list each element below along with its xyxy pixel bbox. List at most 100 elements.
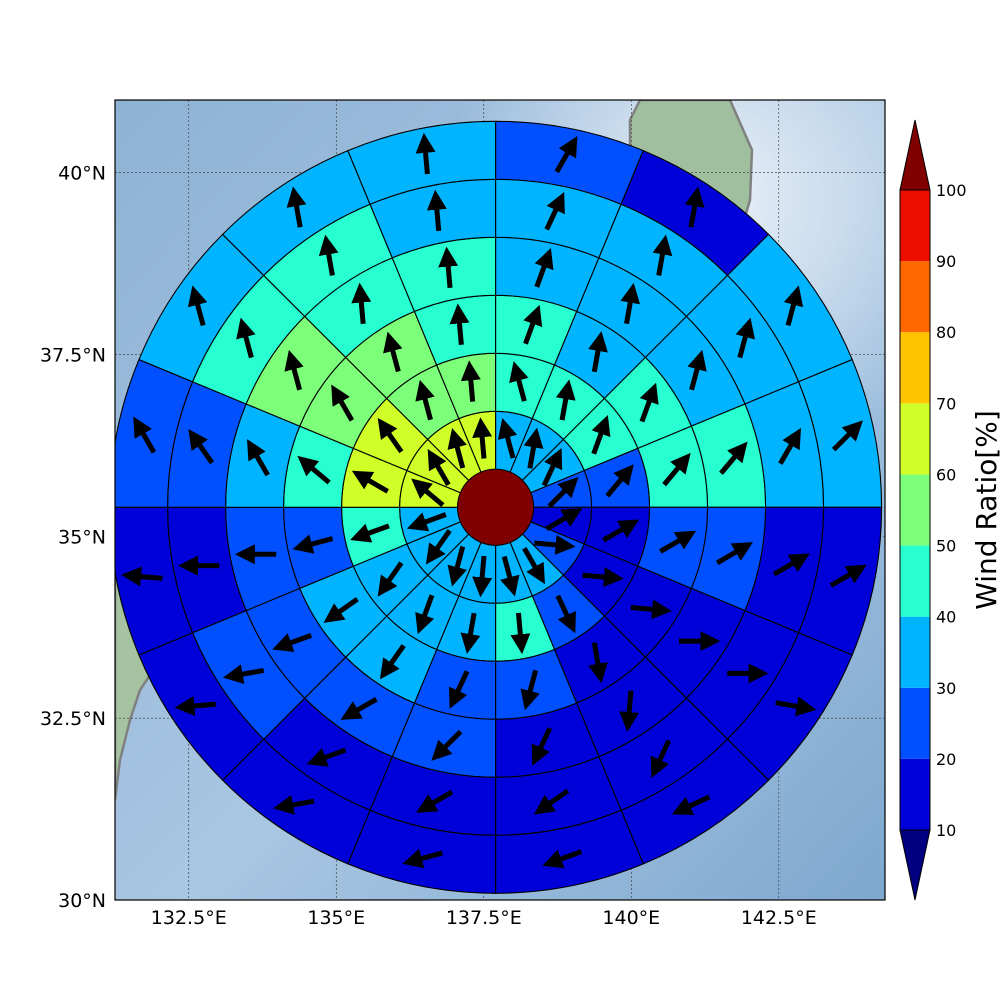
wind-arrow xyxy=(426,189,447,232)
wind-arrow xyxy=(383,331,403,373)
lat-tick-label: 40°N xyxy=(58,163,106,185)
wind-arrow xyxy=(415,379,435,421)
wind-arrow xyxy=(427,448,451,487)
wind-arrow xyxy=(121,566,163,587)
colorbar-segment xyxy=(900,545,930,617)
wind-arrow xyxy=(652,234,673,276)
wind-arrow xyxy=(222,664,265,684)
wind-arrow xyxy=(297,455,331,485)
wind-arrow xyxy=(449,303,470,345)
wind-arrow xyxy=(472,417,493,459)
wind-arrow xyxy=(402,848,443,869)
lon-tick-label: 142.5°E xyxy=(741,907,817,929)
wind-arrow xyxy=(533,788,570,815)
wind-arrow xyxy=(247,439,270,477)
colorbar-label: Wind Ratio[%] xyxy=(970,410,1000,610)
wind-arrow xyxy=(236,317,256,359)
colorbar-tick-label: 10 xyxy=(936,821,956,840)
colorbar-segment xyxy=(900,332,930,404)
wind-arrow xyxy=(650,739,672,778)
wind-arrow xyxy=(687,349,707,391)
wind-arrow xyxy=(531,727,553,766)
colorbar-segment xyxy=(900,474,930,546)
center-marker xyxy=(457,468,535,546)
colorbar-under-arrow xyxy=(899,829,931,901)
colorbar-tick-label: 50 xyxy=(936,537,956,556)
wind-arrow xyxy=(541,447,563,487)
wind-arrow xyxy=(306,747,347,767)
wind-arrow xyxy=(323,597,359,623)
wind-arrow xyxy=(318,234,339,276)
wind-arrow xyxy=(555,594,576,634)
colorbar: 10 20 30 40 50 60 70 80 90 100 Wind Rati… xyxy=(899,119,1000,901)
wind-arrow xyxy=(411,478,445,508)
wind-arrow xyxy=(377,417,404,454)
wind-arrow xyxy=(775,696,817,717)
longitude-ticks: 132.5°E 135°E 137.5°E 140°E 142.5°E xyxy=(151,907,817,929)
wind-arrow xyxy=(340,696,378,720)
wind-arrow xyxy=(416,789,454,813)
wind-arrow xyxy=(350,523,390,543)
wind-arrow xyxy=(284,349,304,391)
colorbar-tick-label: 60 xyxy=(936,465,956,484)
wind-arrow xyxy=(591,414,611,455)
map-panel xyxy=(114,99,886,901)
wind-arrow xyxy=(448,670,470,709)
colorbar-tick-label: 20 xyxy=(936,750,956,769)
wind-arrow xyxy=(659,530,697,554)
wind-arrow xyxy=(415,132,436,175)
lon-tick-label: 140°E xyxy=(602,907,660,929)
wind-arrow xyxy=(509,361,529,402)
wind-arrow xyxy=(619,690,640,732)
wind-arrow xyxy=(542,849,583,869)
wind-arrow xyxy=(555,379,576,421)
wind-arrow xyxy=(829,564,867,588)
wind-arrow xyxy=(500,555,520,597)
wind-arrow xyxy=(605,464,634,498)
wind-arrow xyxy=(778,427,802,465)
wind-arrow xyxy=(588,331,608,373)
colorbar-tick-label: 100 xyxy=(936,181,967,200)
wind-arrow xyxy=(630,599,672,620)
colorbar-segment xyxy=(900,758,930,830)
wind-arrow xyxy=(415,594,435,635)
wind-arrow xyxy=(523,427,544,469)
wind-arrow xyxy=(520,669,540,711)
wind-arrow xyxy=(292,534,334,554)
colorbar-ticks: 10 20 30 40 50 60 70 80 90 100 xyxy=(936,181,967,840)
wind-arrow xyxy=(715,542,754,565)
wind-arrow xyxy=(379,644,406,680)
wind-arrow xyxy=(497,418,518,459)
colorbar-segments xyxy=(899,189,931,831)
wind-arrow xyxy=(684,186,705,228)
wind-arrow xyxy=(620,282,641,325)
wind-arrow xyxy=(544,191,565,231)
colorbar-tick-label: 90 xyxy=(936,252,956,271)
lat-tick-label: 37.5°N xyxy=(40,345,106,367)
wind-arrow xyxy=(772,553,810,577)
wind-arrow xyxy=(554,136,578,174)
latitude-ticks: 30°N 32.5°N 35°N 37.5°N 40°N xyxy=(40,163,106,912)
map-frame xyxy=(114,99,886,901)
wind-arrow xyxy=(272,633,313,653)
colorbar-tick-label: 30 xyxy=(936,679,956,698)
lon-tick-label: 135°E xyxy=(307,907,365,929)
lon-tick-label: 132.5°E xyxy=(151,907,227,929)
wind-arrow xyxy=(286,186,307,228)
colorbar-tick-label: 40 xyxy=(936,608,956,627)
wind-arrow xyxy=(431,729,463,761)
sector-cell xyxy=(347,120,497,205)
wind-arrow xyxy=(425,529,452,565)
wind-arrow xyxy=(174,696,216,716)
wind-arrow xyxy=(662,452,691,487)
wind-arrow xyxy=(510,612,531,655)
wind-arrow xyxy=(783,285,804,327)
wind-arrow xyxy=(582,567,624,588)
wind-arrow xyxy=(735,317,755,359)
wind-arrow xyxy=(472,555,493,598)
colorbar-segment xyxy=(900,261,930,333)
wind-arrow xyxy=(273,795,315,815)
wind-arrow xyxy=(522,547,545,585)
wind-arrow xyxy=(377,561,404,597)
wind-arrow xyxy=(187,285,208,327)
